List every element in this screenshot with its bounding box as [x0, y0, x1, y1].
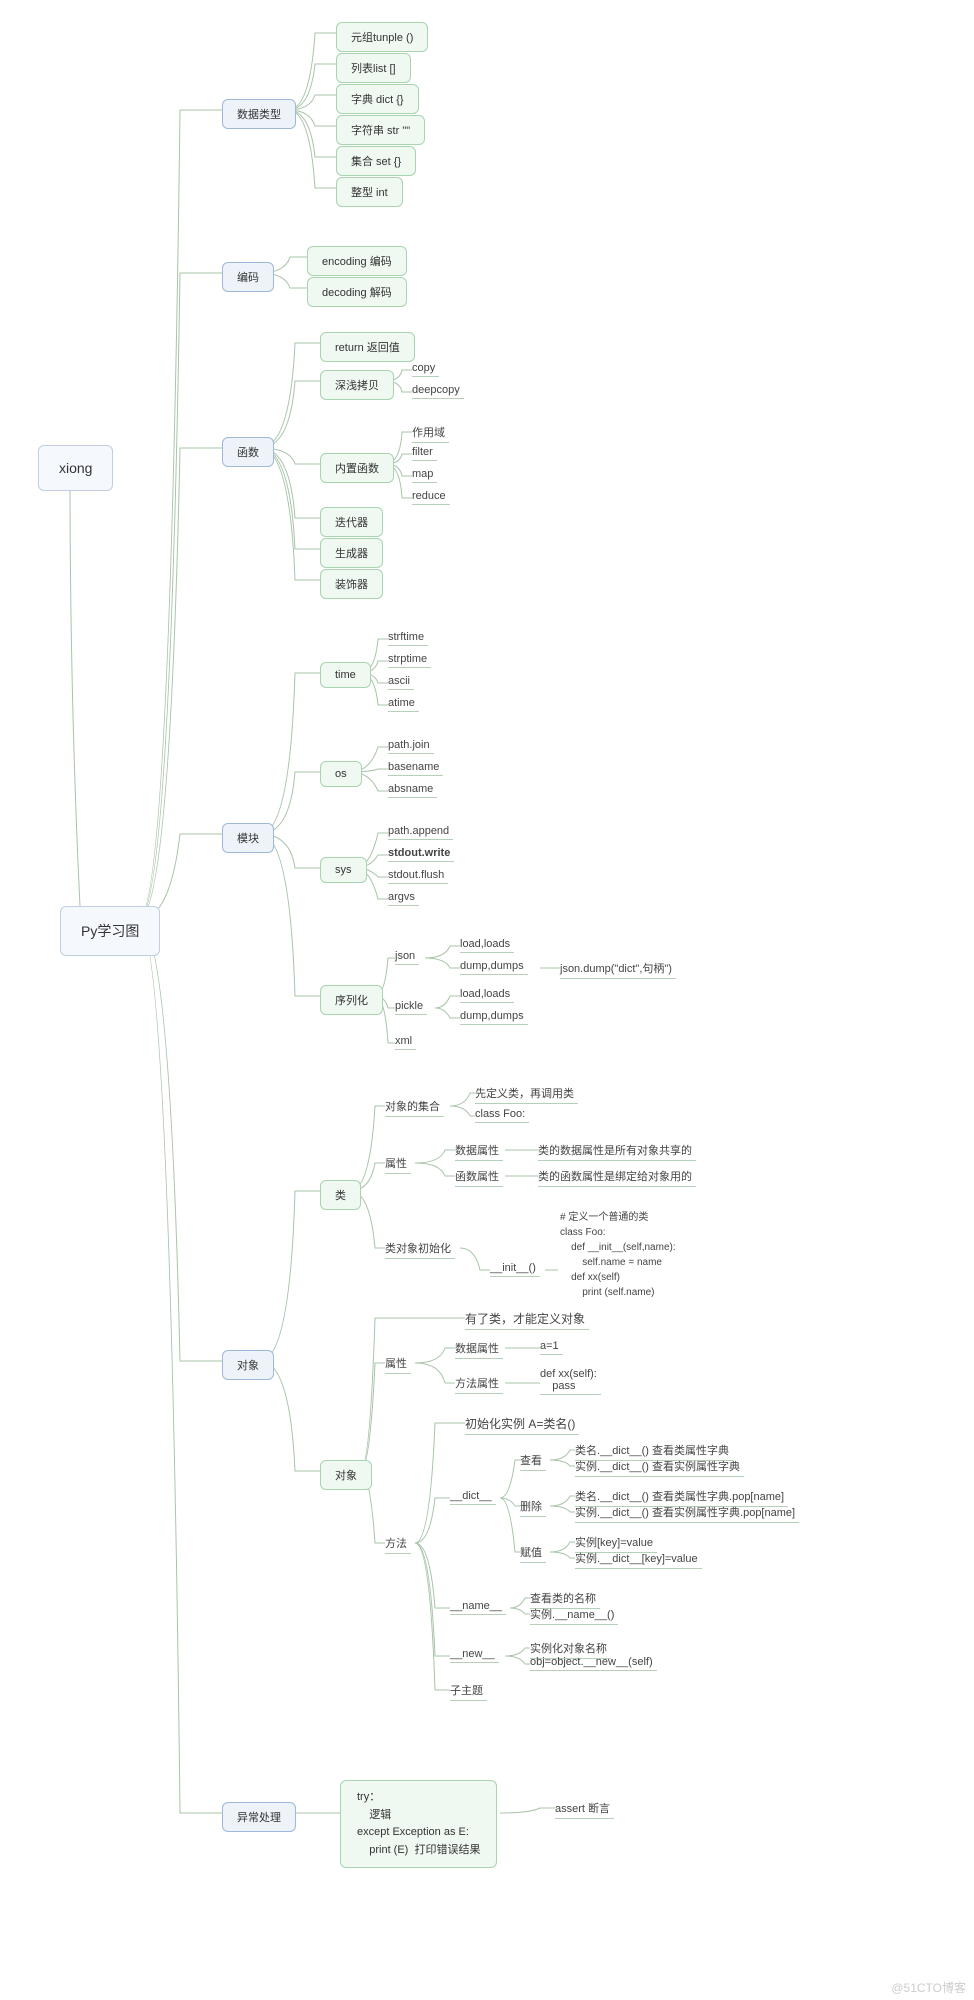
method_items-1: __name__ — [450, 1600, 506, 1615]
obj_attr_items-3: def xx(self): pass — [540, 1368, 601, 1395]
name_items-1: 实例.__name__() — [530, 1606, 618, 1625]
builtin_items-2: map — [412, 468, 437, 483]
class_attr_items-0: 数据属性 — [455, 1142, 503, 1161]
obj-1: 对象 — [320, 1460, 372, 1490]
l2-data_types: 数据类型 — [222, 99, 296, 129]
copy_items-0: copy — [412, 362, 439, 377]
assert: assert 断言 — [555, 1800, 614, 1819]
class_attr_items-1: 类的数据属性是所有对象共享的 — [538, 1142, 696, 1161]
sys_items-2: stdout.flush — [388, 869, 448, 884]
func-4: 生成器 — [320, 538, 383, 568]
dtype-0: 元组tunple () — [336, 22, 428, 52]
method-header: 初始化实例 A=类名() — [465, 1415, 579, 1435]
sys_items-1: stdout.write — [388, 847, 454, 862]
json_items-1: dump,dumps — [460, 960, 528, 975]
class_items-0: 对象的集合 — [385, 1098, 444, 1117]
time_items-0: strftime — [388, 631, 428, 646]
dict_items-6: 赋值 — [520, 1544, 546, 1563]
os_items-1: basename — [388, 761, 443, 776]
mod-2: sys — [320, 857, 367, 883]
func-2: 内置函数 — [320, 453, 394, 483]
method_items-3: 子主题 — [450, 1682, 487, 1701]
class_init_items-0: __init__() — [490, 1262, 540, 1277]
serial_items-1: pickle — [395, 1000, 427, 1015]
sys_items-0: path.append — [388, 825, 453, 840]
l2-objects: 对象 — [222, 1350, 274, 1380]
func-1: 深浅拷贝 — [320, 370, 394, 400]
func-0: return 返回值 — [320, 332, 415, 362]
time_items-2: ascii — [388, 675, 414, 690]
dict_items-0: 查看 — [520, 1452, 546, 1471]
obj2_items-1: 方法 — [385, 1535, 411, 1554]
time_items-3: atime — [388, 697, 419, 712]
class_items-2: 类对象初始化 — [385, 1240, 455, 1259]
root-xiong: xiong — [38, 445, 113, 491]
func-3: 迭代器 — [320, 507, 383, 537]
method_items-2: __new__ — [450, 1648, 499, 1663]
dict_items-3: 删除 — [520, 1498, 546, 1517]
mod-1: os — [320, 761, 362, 787]
l2-encoding: 编码 — [222, 262, 274, 292]
dtype-5: 整型 int — [336, 177, 403, 207]
obj_attr_items-1: a=1 — [540, 1340, 563, 1355]
builtin_items-0: 作用域 — [412, 424, 449, 443]
dict_items-8: 实例.__dict__[key]=value — [575, 1550, 702, 1569]
obj_attr_items-0: 数据属性 — [455, 1340, 503, 1359]
enc-0: encoding 编码 — [307, 246, 407, 276]
class-code: # 定义一个普通的类 class Foo: def __init__(self,… — [560, 1210, 676, 1300]
os_items-2: absname — [388, 783, 437, 798]
func-5: 装饰器 — [320, 569, 383, 599]
class_coll_items-1: class Foo: — [475, 1108, 529, 1123]
class_items-1: 属性 — [385, 1155, 411, 1174]
dtype-1: 列表list [] — [336, 53, 411, 83]
new_items-1: obj=object.__new__(self) — [530, 1656, 657, 1671]
dtype-2: 字典 dict {} — [336, 84, 419, 114]
pickle_items-1: dump,dumps — [460, 1010, 528, 1025]
l2-exception: 异常处理 — [222, 1802, 296, 1832]
obj2-header: 有了类，才能定义对象 — [465, 1310, 589, 1330]
exception-box: try： 逻辑 except Exception as E: print (E)… — [340, 1780, 497, 1868]
mod-3: 序列化 — [320, 985, 383, 1015]
serial_items-2: xml — [395, 1035, 416, 1050]
builtin_items-3: reduce — [412, 490, 450, 505]
sys_items-3: argvs — [388, 891, 419, 906]
l2-modules: 模块 — [222, 823, 274, 853]
obj2_items-0: 属性 — [385, 1355, 411, 1374]
mod-0: time — [320, 662, 371, 688]
l2-functions: 函数 — [222, 437, 274, 467]
root-py: Py学习图 — [60, 906, 160, 956]
time_items-1: strptime — [388, 653, 431, 668]
serial_items-0: json — [395, 950, 419, 965]
obj-0: 类 — [320, 1180, 361, 1210]
os_items-0: path.join — [388, 739, 434, 754]
pickle_items-0: load,loads — [460, 988, 514, 1003]
json_items-0: load,loads — [460, 938, 514, 953]
class_coll_items-0: 先定义类，再调用类 — [475, 1085, 578, 1104]
dict_items-2: 实例.__dict__() 查看实例属性字典 — [575, 1458, 744, 1477]
enc-1: decoding 解码 — [307, 277, 407, 307]
copy_items-1: deepcopy — [412, 384, 464, 399]
builtin_items-1: filter — [412, 446, 437, 461]
watermark: @51CTO博客 — [891, 1979, 966, 1996]
dtype-4: 集合 set {} — [336, 146, 416, 176]
dtype-3: 字符串 str "" — [336, 115, 425, 145]
class_attr_items-2: 函数属性 — [455, 1168, 503, 1187]
json_items-2: json.dump("dict",句柄") — [560, 960, 676, 979]
obj_attr_items-2: 方法属性 — [455, 1375, 503, 1394]
method_items-0: __dict__ — [450, 1490, 496, 1505]
dict_items-5: 实例.__dict__() 查看实例属性字典.pop[name] — [575, 1504, 799, 1523]
class_attr_items-3: 类的函数属性是绑定给对象用的 — [538, 1168, 696, 1187]
